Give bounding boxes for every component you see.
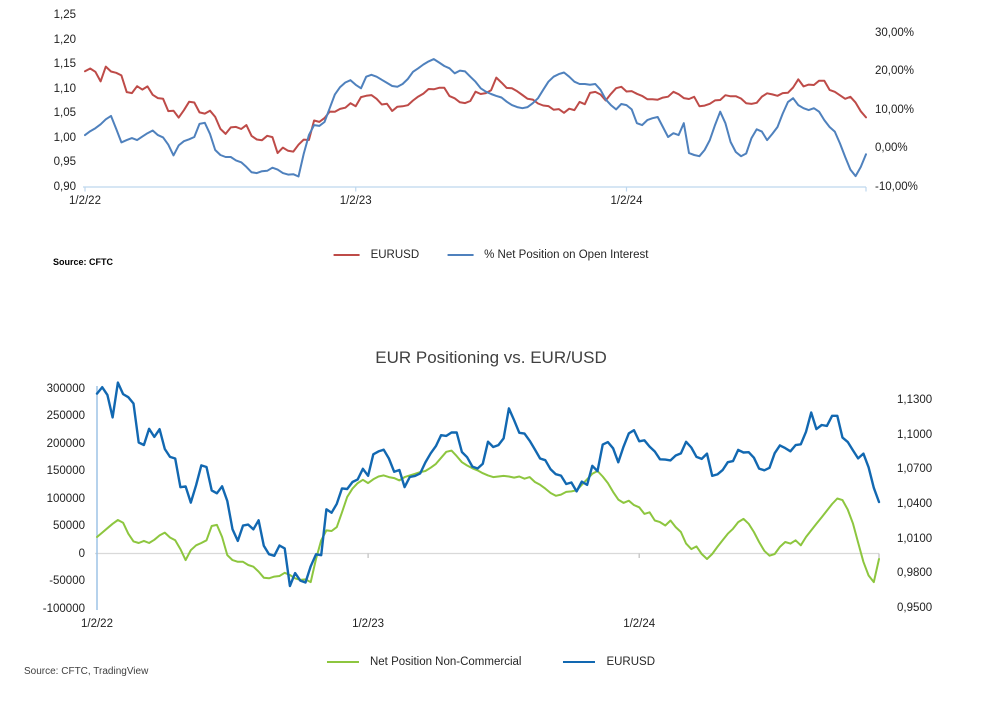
bottom-legend-label-net-position: Net Position Non-Commercial bbox=[369, 656, 522, 668]
bottom-right-axis-tick: 1,0100 bbox=[897, 532, 933, 545]
bottom-right-axis-tick: 1,1300 bbox=[897, 394, 933, 406]
bottom-x-axis-tick: 1/2/23 bbox=[352, 618, 385, 630]
top-x-axis-ticks bbox=[84, 187, 867, 192]
bottom-left-axis-tick: -50000 bbox=[49, 575, 85, 587]
bottom-left-axis-tick: 200000 bbox=[46, 437, 85, 450]
bottom-eurusd-line-swatch bbox=[563, 661, 596, 663]
bottom-left-axis-tick: 250000 bbox=[46, 410, 85, 422]
bottom-legend: Net Position Non-Commercial EURUSD bbox=[326, 656, 655, 668]
bottom-left-axis-tick: 300000 bbox=[46, 382, 85, 395]
top-x-axis-tick: 1/2/22 bbox=[69, 195, 101, 207]
top-right-axis-tick: 20,00% bbox=[875, 65, 915, 78]
top-left-axis-tick: 1,15 bbox=[53, 58, 76, 71]
top-left-axis-tick: 1,20 bbox=[53, 33, 76, 46]
top-legend-label-eurusd: EURUSD bbox=[370, 249, 420, 261]
top-source-note: Source: CFTC bbox=[53, 257, 114, 267]
eurusd-line-swatch bbox=[333, 254, 360, 256]
bottom-legend-label-eurusd: EURUSD bbox=[606, 656, 656, 668]
top-left-axis-tick: 1,00 bbox=[53, 131, 76, 144]
top-x-axis-tick: 1/2/24 bbox=[610, 195, 643, 207]
bottom-right-axis-tick: 0,9500 bbox=[897, 602, 933, 614]
top-right-axis-tick: 10,00% bbox=[875, 103, 915, 116]
top-net-pct-oi-line bbox=[84, 58, 867, 178]
bottom-right-axis-tick: 1,0700 bbox=[897, 463, 933, 476]
top-left-axis-tick: 1,25 bbox=[53, 9, 76, 21]
bottom-source-note: Source: CFTC, TradingView bbox=[24, 666, 149, 677]
bottom-eurusd-line bbox=[95, 381, 881, 588]
bottom-x-axis-ticks bbox=[367, 553, 880, 558]
top-left-axis-tick: 1,05 bbox=[53, 107, 76, 120]
bottom-left-axis-tick: -100000 bbox=[42, 602, 85, 615]
bottom-left-axis-tick: 100000 bbox=[46, 492, 85, 505]
bottom-left-axis-tick: 50000 bbox=[53, 520, 85, 532]
bottom-legend-item-eurusd: EURUSD bbox=[563, 656, 655, 668]
bottom-net-position-line bbox=[96, 449, 880, 584]
top-right-axis-tick: 30,00% bbox=[875, 27, 915, 39]
top-left-axis-tick: 1,10 bbox=[53, 82, 76, 95]
bottom-x-axis-tick: 1/2/22 bbox=[81, 618, 113, 630]
top-left-axis-tick: 0,90 bbox=[53, 181, 76, 193]
net-pct-oi-line-swatch bbox=[447, 254, 474, 256]
bottom-x-axis-tick: 1/2/24 bbox=[623, 618, 656, 630]
top-legend-item-net-pct: % Net Position on Open Interest bbox=[447, 249, 648, 261]
top-right-axis-tick: 0,00% bbox=[875, 142, 908, 155]
net-position-line-swatch bbox=[326, 661, 359, 663]
top-x-axis-tick: 1/2/23 bbox=[339, 195, 372, 207]
bottom-chart-title: EUR Positioning vs. EUR/USD bbox=[375, 348, 607, 367]
bottom-right-axis-tick: 1,0400 bbox=[897, 498, 933, 510]
top-left-axis-tick: 0,95 bbox=[53, 156, 76, 169]
bottom-left-axis-tick: 150000 bbox=[46, 465, 85, 477]
top-legend: EURUSD % Net Position on Open Interest bbox=[333, 249, 648, 261]
top-right-axis-tick: -10,00% bbox=[875, 180, 918, 193]
bottom-right-axis-tick: 0,9800 bbox=[897, 567, 933, 580]
top-legend-item-eurusd: EURUSD bbox=[333, 249, 420, 261]
bottom-left-axis-tick: 0 bbox=[78, 547, 85, 560]
bottom-right-axis-tick: 1,1000 bbox=[897, 428, 933, 441]
bottom-legend-item-net-position: Net Position Non-Commercial bbox=[326, 656, 522, 668]
top-legend-label-net-pct: % Net Position on Open Interest bbox=[484, 249, 649, 261]
top-eurusd-line bbox=[84, 65, 867, 155]
